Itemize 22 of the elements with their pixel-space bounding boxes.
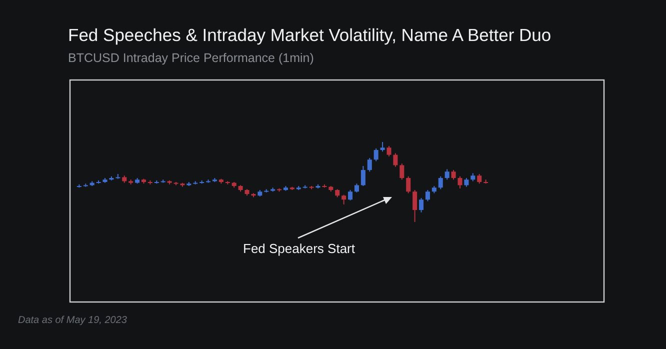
candlestick [380, 142, 385, 152]
candlestick [360, 166, 366, 186]
candlestick [400, 163, 404, 180]
candlestick [342, 194, 346, 205]
candlestick [393, 152, 398, 168]
candlestick [367, 158, 372, 172]
candlestick [444, 168, 450, 180]
candlestick [458, 176, 462, 189]
candlestick [419, 198, 424, 213]
candlestick [374, 148, 378, 162]
chart-subtitle: BTCUSD Intraday Price Performance (1min) [68, 51, 314, 65]
candlestick [386, 146, 392, 157]
candlestick [451, 170, 456, 180]
candlestick [425, 190, 430, 202]
candlestick [348, 190, 353, 201]
chart-title: Fed Speeches & Intraday Market Volatility, Name A Better Duo [68, 25, 552, 45]
candlestick [412, 190, 418, 222]
candlestick [406, 176, 411, 194]
text: Data as of May 19, 2023 [18, 315, 128, 326]
candlestick [438, 176, 443, 190]
candlestick [477, 174, 482, 184]
text: Fed Speakers Start [243, 241, 356, 256]
